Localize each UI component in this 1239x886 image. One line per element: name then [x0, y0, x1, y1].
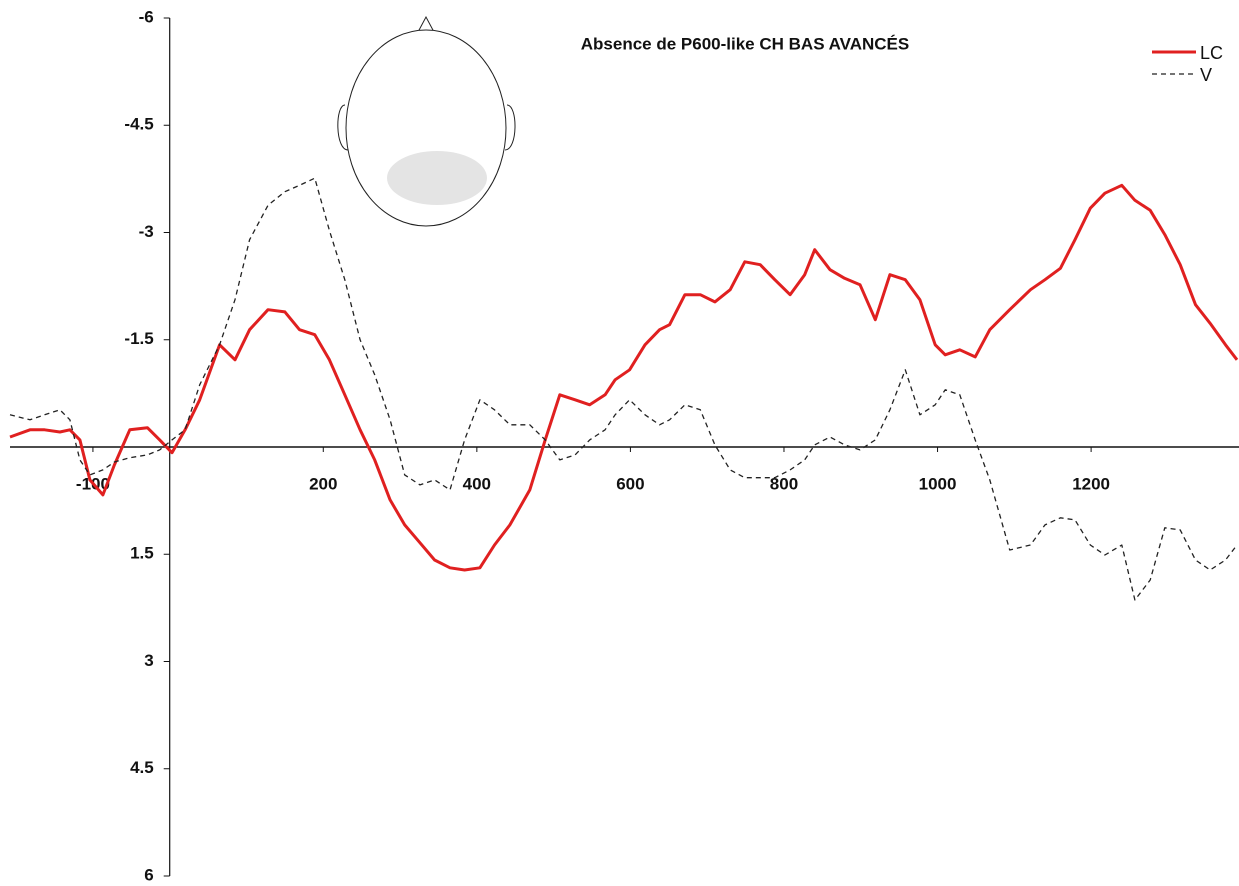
legend-label: V — [1200, 65, 1212, 85]
head-map — [337, 15, 516, 227]
x-tick-label: 1000 — [919, 474, 957, 493]
legend-label: LC — [1200, 43, 1223, 63]
y-tick-label: -6 — [139, 7, 154, 26]
chart-title: Absence de P600-like CH BAS AVANCÉS — [581, 34, 909, 53]
y-tick-label: 4.5 — [130, 758, 154, 777]
x-tick-label: 200 — [309, 474, 337, 493]
x-tick-label: 600 — [616, 474, 644, 493]
x-tick-label: 1200 — [1072, 474, 1110, 493]
series-line — [9, 177, 1238, 601]
y-tick-label: -1.5 — [124, 329, 153, 348]
y-tick-label: -4.5 — [124, 115, 153, 134]
series-line — [9, 183, 1239, 572]
x-tick-label: 800 — [770, 474, 798, 493]
y-tick-label: 1.5 — [130, 544, 154, 563]
y-tick-label: 6 — [144, 865, 153, 884]
y-tick-label: -3 — [139, 222, 154, 241]
x-tick-label: 400 — [463, 474, 491, 493]
y-tick-label: 3 — [144, 651, 153, 670]
